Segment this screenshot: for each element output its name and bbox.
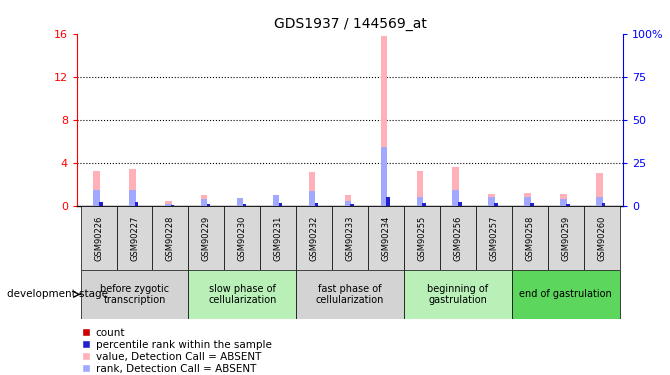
Bar [80,270,188,319]
Text: before zygotic
transcription: before zygotic transcription [100,284,169,305]
Bar [188,206,224,270]
Bar [404,270,512,319]
Text: GSM90234: GSM90234 [381,215,391,261]
Text: GSM90256: GSM90256 [454,215,462,261]
Bar [129,168,135,206]
Text: GSM90233: GSM90233 [346,215,354,261]
Text: beginning of
gastrulation: beginning of gastrulation [427,284,488,305]
Bar [560,194,567,206]
Bar [525,196,531,206]
Text: fast phase of
cellularization: fast phase of cellularization [316,284,385,305]
Bar [80,206,117,270]
Bar [381,36,387,206]
Text: GSM90227: GSM90227 [130,215,139,261]
Text: GSM90231: GSM90231 [274,215,283,261]
Bar [260,206,296,270]
Bar [488,196,495,206]
Bar [458,202,462,206]
Bar [135,205,139,206]
Bar [560,199,567,206]
Bar [525,194,531,206]
Bar [165,201,172,206]
Bar [596,196,602,206]
Bar [387,197,390,206]
Bar [602,203,606,206]
Bar [417,196,423,206]
Bar [512,270,620,319]
Text: GSM90258: GSM90258 [525,215,534,261]
Text: GSM90255: GSM90255 [417,216,426,261]
Title: GDS1937 / 144569_at: GDS1937 / 144569_at [273,17,427,32]
Bar [117,206,153,270]
Bar [309,172,315,206]
Bar [224,206,260,270]
Bar [368,206,404,270]
Bar [440,206,476,270]
Bar [452,167,459,206]
Bar [422,205,426,206]
Text: GSM90232: GSM90232 [310,215,319,261]
Bar [273,196,279,206]
Bar [452,190,459,206]
Bar [237,199,243,206]
Text: GSM90260: GSM90260 [597,215,606,261]
Bar [458,205,462,206]
Bar [296,206,332,270]
Bar [237,198,243,206]
Text: GSM90259: GSM90259 [561,216,570,261]
Bar [387,204,390,206]
Bar [314,205,318,206]
Bar [309,191,315,206]
Bar [404,206,440,270]
Bar [93,190,100,206]
Bar [566,204,570,206]
Bar [171,205,174,206]
Legend: count, percentile rank within the sample, value, Detection Call = ABSENT, rank, : count, percentile rank within the sample… [82,328,271,374]
Bar [93,171,100,206]
Bar [596,173,602,206]
Bar [344,195,351,206]
Bar [547,206,584,270]
Bar [99,205,103,206]
Bar [350,204,354,206]
Text: GSM90257: GSM90257 [489,215,498,261]
Text: GSM90226: GSM90226 [94,215,103,261]
Bar [417,171,423,206]
Bar [296,270,404,319]
Bar [129,190,135,206]
Bar [99,202,103,206]
Bar [273,195,279,206]
Bar [344,201,351,206]
Text: GSM90228: GSM90228 [166,215,175,261]
Bar [314,203,318,206]
Text: GSM90230: GSM90230 [238,215,247,261]
Bar [135,202,139,206]
Text: GSM90229: GSM90229 [202,216,211,261]
Bar [488,194,495,206]
Bar [584,206,620,270]
Bar [494,203,498,206]
Bar [165,204,172,206]
Bar [153,206,188,270]
Bar [243,204,247,206]
Text: end of gastrulation: end of gastrulation [519,290,612,299]
Bar [381,147,387,206]
Bar [188,270,296,319]
Bar [279,203,282,206]
Bar [207,204,210,206]
Text: development stage: development stage [7,290,108,299]
Bar [530,203,533,206]
Bar [422,203,426,206]
Bar [207,205,210,206]
Bar [201,199,208,206]
Bar [476,206,512,270]
Bar [602,205,606,206]
Bar [332,206,368,270]
Text: slow phase of
cellularization: slow phase of cellularization [208,284,277,305]
Bar [201,195,208,206]
Bar [512,206,547,270]
